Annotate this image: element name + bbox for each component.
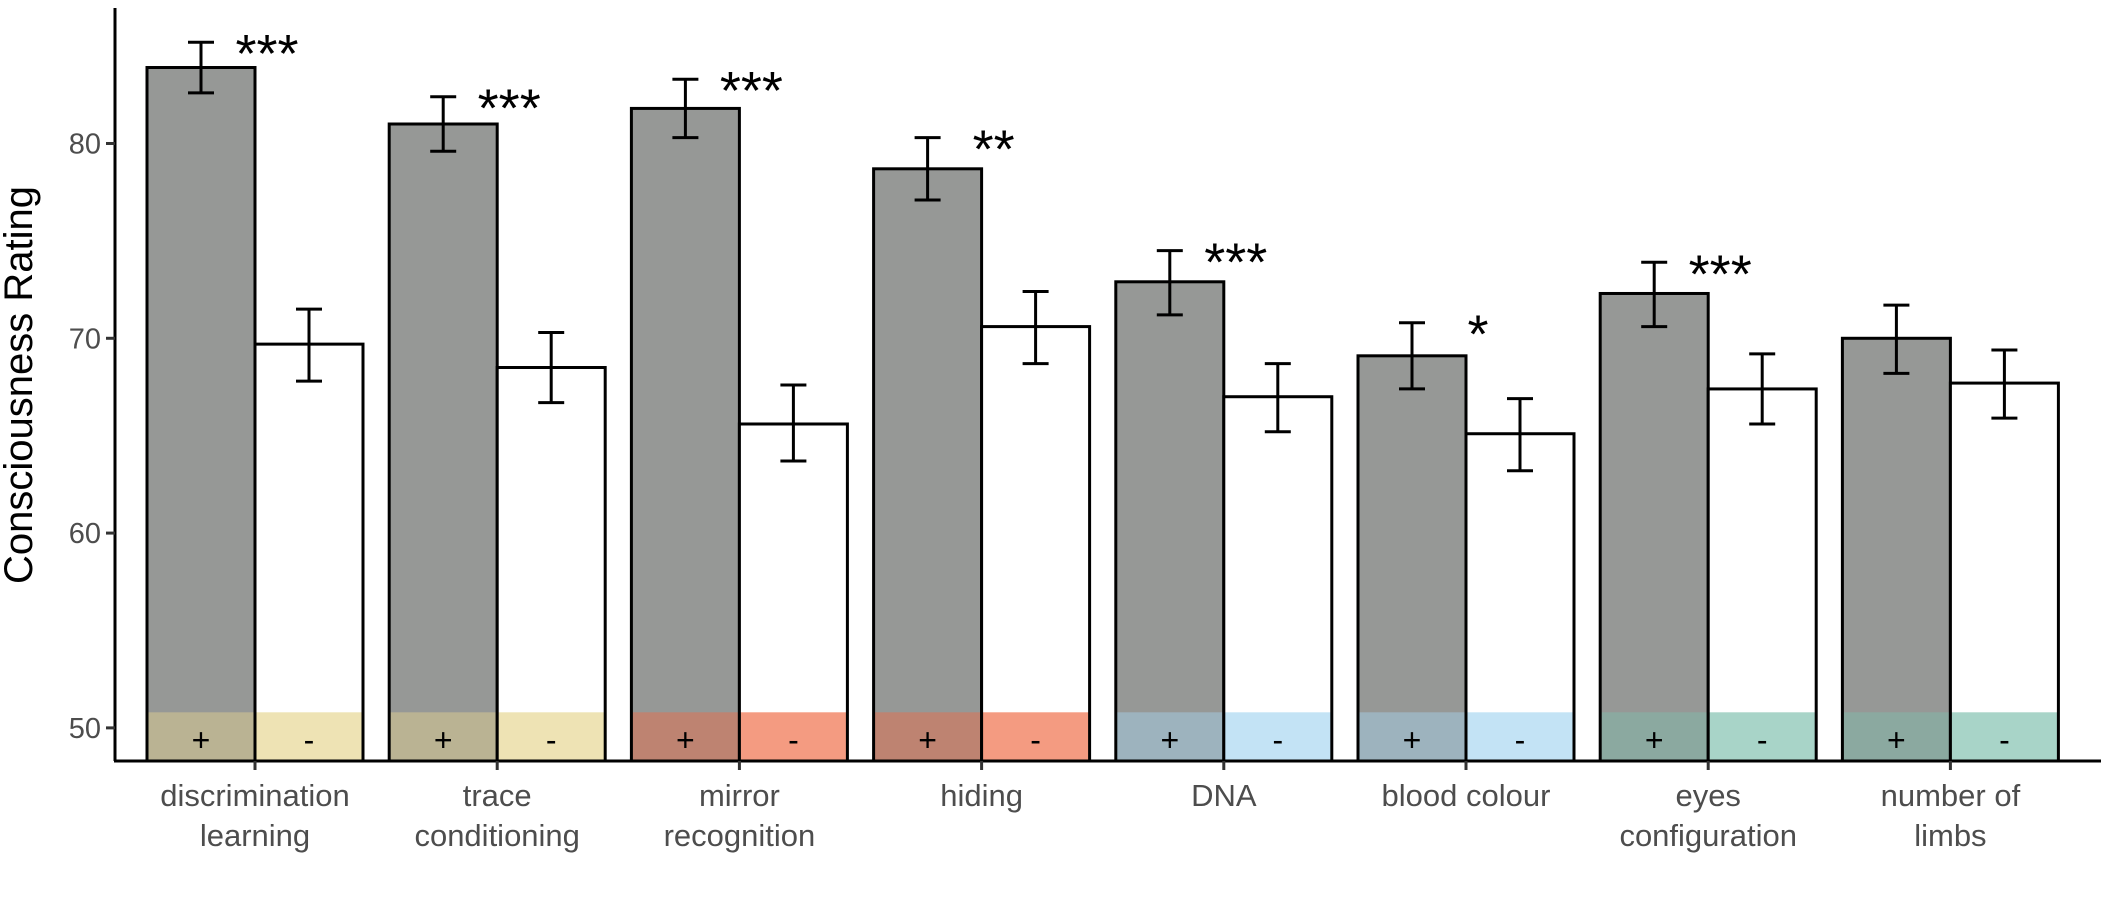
- plus-marker: +: [1887, 722, 1906, 758]
- condition-strip-minus: [739, 712, 848, 761]
- bar-group: + - ***: [387, 79, 607, 763]
- significance-label: ***: [1204, 233, 1267, 293]
- bar-minus: [1223, 396, 1332, 761]
- significance-label: ***: [478, 79, 541, 139]
- category-label: conditioning: [414, 818, 579, 853]
- category-label: hiding: [940, 778, 1023, 813]
- condition-strip-minus: [1950, 712, 2059, 761]
- category-label: learning: [200, 818, 310, 853]
- minus-marker: -: [1999, 722, 2010, 758]
- category-label: DNA: [1191, 778, 1257, 813]
- category-label: trace: [463, 778, 532, 813]
- condition-strip-plus: [631, 712, 740, 761]
- category-label: mirror: [699, 778, 780, 813]
- y-tick-label: 50: [69, 713, 101, 745]
- y-ticks: 50 60 70 80: [69, 128, 115, 745]
- bar-plus: [1115, 281, 1224, 761]
- condition-strip-minus: [981, 712, 1090, 761]
- condition-strip-plus: [1358, 712, 1466, 761]
- significance-label: **: [973, 120, 1015, 180]
- bar-minus: [497, 367, 606, 761]
- bar-group: + - ***: [1598, 244, 1818, 763]
- significance-label: ***: [1689, 244, 1752, 304]
- x-tick-labels: discrimination learning trace conditioning m…: [160, 761, 2021, 853]
- category-label: configuration: [1619, 818, 1797, 853]
- bar-minus: [255, 344, 363, 761]
- category-label: number of: [1881, 778, 2021, 813]
- plus-marker: +: [1160, 722, 1179, 758]
- plus-marker: +: [434, 722, 453, 758]
- bar-group: + - **: [872, 120, 1092, 763]
- bar-group: + - ***: [145, 24, 365, 763]
- minus-marker: -: [1030, 722, 1041, 758]
- significance-label: ***: [235, 24, 298, 84]
- category-label: discrimination: [160, 778, 350, 813]
- condition-strip-minus: [497, 712, 606, 761]
- y-tick-label: 70: [69, 323, 101, 355]
- plus-marker: +: [676, 722, 695, 758]
- condition-strip-plus: [1600, 712, 1709, 761]
- bar-plus: [1600, 293, 1709, 761]
- y-tick-label: 60: [69, 518, 101, 550]
- plus-marker: +: [1403, 722, 1422, 758]
- minus-marker: -: [546, 722, 557, 758]
- bar-plus: [1842, 338, 1951, 761]
- category-label: eyes: [1675, 778, 1740, 813]
- y-axis-title: Consciousness Rating: [0, 186, 41, 584]
- plus-marker: +: [918, 722, 937, 758]
- bar-minus: [1708, 388, 1817, 761]
- category-label: limbs: [1914, 818, 1986, 853]
- bar-group: + - ***: [629, 61, 849, 763]
- category-label: blood colour: [1382, 778, 1551, 813]
- minus-marker: -: [304, 722, 315, 758]
- bar-group: + - ***: [1114, 233, 1334, 763]
- minus-marker: -: [1515, 722, 1526, 758]
- bar-minus: [1466, 433, 1574, 761]
- significance-label: *: [1467, 305, 1488, 365]
- bar-plus: [631, 108, 740, 762]
- axes: [113, 8, 2101, 763]
- minus-marker: -: [788, 722, 799, 758]
- category-label: recognition: [664, 818, 816, 853]
- plus-marker: +: [1645, 722, 1664, 758]
- bar-minus: [1950, 383, 2059, 761]
- condition-strip-minus: [1223, 712, 1332, 761]
- bar-minus: [739, 423, 848, 761]
- condition-strip-plus: [1842, 712, 1951, 761]
- condition-strip-plus: [1115, 712, 1224, 761]
- significance-label: ***: [720, 61, 783, 121]
- plot-area: + -***+ -***+ -***+ -**+ -***+ -*+ -***+ -: [145, 24, 2060, 763]
- condition-strip-minus: [1466, 712, 1574, 761]
- y-tick-label: 80: [69, 128, 101, 160]
- bar-minus: [981, 326, 1090, 761]
- bar-group: + - *: [1356, 305, 1576, 763]
- bar-plus: [389, 124, 498, 761]
- plus-marker: +: [192, 722, 211, 758]
- condition-strip-plus: [389, 712, 498, 761]
- condition-strip-plus: [873, 712, 982, 761]
- bar-plus: [873, 168, 982, 762]
- condition-strip-plus: [147, 712, 255, 761]
- condition-strip-minus: [255, 712, 363, 761]
- bar-plus: [147, 67, 255, 761]
- bar-group: + -: [1840, 303, 2060, 763]
- minus-marker: -: [1757, 722, 1768, 758]
- condition-strip-minus: [1708, 712, 1817, 761]
- minus-marker: -: [1272, 722, 1283, 758]
- bar-plus: [1358, 355, 1466, 761]
